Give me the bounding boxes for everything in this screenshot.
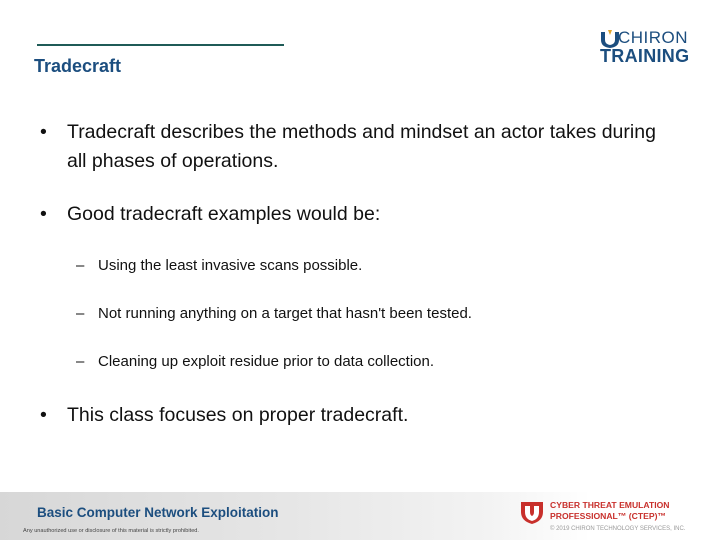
ctep-program-name: CYBER THREAT EMULATION PROFESSIONAL™ (CT… — [550, 500, 710, 522]
copyright-notice: © 2019 CHIRON TECHNOLOGY SERVICES, INC. — [550, 526, 686, 532]
ctep-line-2: PROFESSIONAL™ (CTEP)™ — [550, 511, 667, 521]
bullet-text: Tradecraft describes the methods and min… — [67, 121, 656, 172]
bullet-text: This class focuses on proper tradecraft. — [67, 404, 409, 426]
chiron-shield-icon — [601, 30, 619, 48]
logo-text-chiron: CHIRON — [618, 28, 689, 47]
footer-course-title: Basic Computer Network Exploitation — [37, 505, 279, 520]
title-underline — [37, 44, 284, 46]
sub-bullet-text: Using the least invasive scans possible. — [98, 257, 363, 274]
footer-band — [0, 492, 720, 540]
logo-text-training: TRAINING — [600, 46, 690, 66]
sub-bullet-marker: – — [76, 257, 85, 274]
sub-bullet-marker: – — [76, 353, 85, 370]
bullet-marker: • — [40, 203, 47, 225]
footer-legal-notice: Any unauthorized use or disclosure of th… — [23, 528, 199, 534]
ctep-line-1: CYBER THREAT EMULATION — [550, 500, 670, 510]
ctep-shield-icon — [521, 502, 543, 524]
bullet-text: Good tradecraft examples would be: — [67, 203, 381, 225]
bullet-marker: • — [40, 404, 47, 426]
sub-bullet-marker: – — [76, 305, 85, 322]
bullet-marker: • — [40, 121, 47, 143]
sub-bullet-text: Not running anything on a target that ha… — [98, 305, 472, 322]
chiron-training-logo: CHIRON TRAINING — [600, 28, 692, 68]
slide-title: Tradecraft — [34, 56, 122, 76]
sub-bullet-text: Cleaning up exploit residue prior to dat… — [98, 353, 435, 370]
